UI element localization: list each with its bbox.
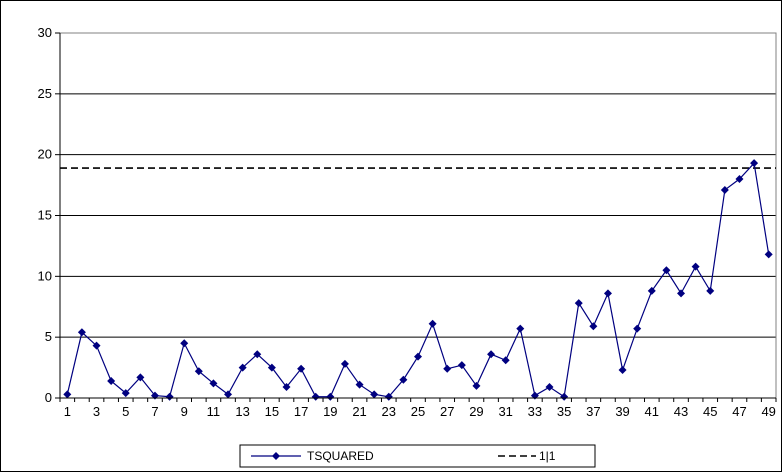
x-tick-label: 35 <box>557 404 571 419</box>
x-tick-label: 21 <box>352 404 366 419</box>
x-tick-label: 3 <box>93 404 100 419</box>
tsquared-point <box>603 289 612 298</box>
tsquared-series-line <box>66 161 770 398</box>
tsquared-point <box>165 392 174 401</box>
tsquared-point <box>750 159 759 168</box>
y-tick-label: 30 <box>38 25 52 40</box>
tsquared-point <box>297 364 306 373</box>
tsquared-point <box>428 319 437 328</box>
tsquared-point <box>267 363 276 372</box>
tsquared-point <box>63 390 72 399</box>
x-tick-label: 9 <box>181 404 188 419</box>
legend-tsquared-label: TSQUARED <box>307 449 374 463</box>
tsquared-point <box>677 289 686 298</box>
y-tick-label: 15 <box>38 208 52 223</box>
tsquared-point <box>282 383 291 392</box>
x-tick-label: 23 <box>382 404 396 419</box>
x-tick-label: 43 <box>674 404 688 419</box>
x-tick-label: 27 <box>440 404 454 419</box>
tsquared-point <box>516 324 525 333</box>
tsquared-point <box>355 380 364 389</box>
x-tick-label: 1 <box>64 404 71 419</box>
tsquared-point <box>633 324 642 333</box>
tsquared-point <box>238 363 247 372</box>
x-tick-label: 41 <box>645 404 659 419</box>
x-tick-label: 29 <box>469 404 483 419</box>
y-tick-label: 20 <box>38 147 52 162</box>
tsquared-point <box>691 262 700 271</box>
tsquared-point <box>443 364 452 373</box>
tsquared-point <box>457 361 466 370</box>
series-layer <box>63 159 773 401</box>
tsquared-point <box>194 367 203 376</box>
tsquared-point <box>384 392 393 401</box>
tsquared-point <box>560 392 569 401</box>
x-tick-label: 13 <box>235 404 249 419</box>
y-tick-label: 0 <box>45 390 52 405</box>
x-tick-label: 11 <box>207 404 221 419</box>
tsquared-point <box>706 286 715 295</box>
tsquared-point <box>764 250 773 259</box>
tsquared-point <box>414 352 422 361</box>
tsquared-point <box>253 350 262 359</box>
x-tick-label: 7 <box>151 404 158 419</box>
tsquared-point <box>92 341 101 350</box>
legend-reference-label: 1|1 <box>539 449 556 463</box>
tsquared-point <box>209 379 218 388</box>
tsquared-point <box>136 373 145 382</box>
legend: TSQUARED 1|1 <box>239 444 596 468</box>
tsquared-point <box>662 266 671 275</box>
tsquared-point <box>589 322 598 331</box>
x-tick-label: 45 <box>703 404 717 419</box>
x-tick-label: 39 <box>615 404 629 419</box>
x-tick-label: 5 <box>122 404 129 419</box>
x-tick-label: 25 <box>411 404 425 419</box>
x-tick-label: 15 <box>265 404 279 419</box>
tsquared-point <box>720 185 729 194</box>
legend-box <box>239 444 596 468</box>
x-tick-label: 49 <box>761 404 775 419</box>
tsquared-point <box>574 299 583 308</box>
tsquared-point <box>545 383 554 392</box>
y-tick-label: 25 <box>38 86 52 101</box>
y-tick-label: 5 <box>45 329 52 344</box>
tsquared-point <box>326 392 335 401</box>
x-tick-label: 19 <box>323 404 337 419</box>
tsquared-point <box>501 356 510 365</box>
tsquared-point <box>311 392 320 401</box>
tsquared-point <box>399 375 408 384</box>
tsquared-point <box>370 390 379 399</box>
x-tick-label: 33 <box>528 404 542 419</box>
legend-tsquared-marker <box>272 452 280 460</box>
tsquared-point <box>618 366 627 375</box>
tsquared-point <box>107 376 116 385</box>
x-tick-label: 37 <box>586 404 600 419</box>
y-tick-label: 10 <box>38 268 52 283</box>
tsquared-point <box>735 175 744 183</box>
tsquared-point <box>77 328 86 337</box>
tsquared-point <box>180 339 189 348</box>
tsquared-point <box>224 390 233 399</box>
tsquared-point <box>647 286 656 295</box>
tsquared-point <box>472 381 481 390</box>
tsquared-point <box>121 389 130 398</box>
gridlines <box>60 32 776 338</box>
tsquared-point <box>487 350 496 359</box>
tsquared-point <box>340 359 349 368</box>
x-tick-label: 47 <box>732 404 746 419</box>
x-tick-label: 31 <box>498 404 512 419</box>
x-tick-label: 17 <box>294 404 308 419</box>
